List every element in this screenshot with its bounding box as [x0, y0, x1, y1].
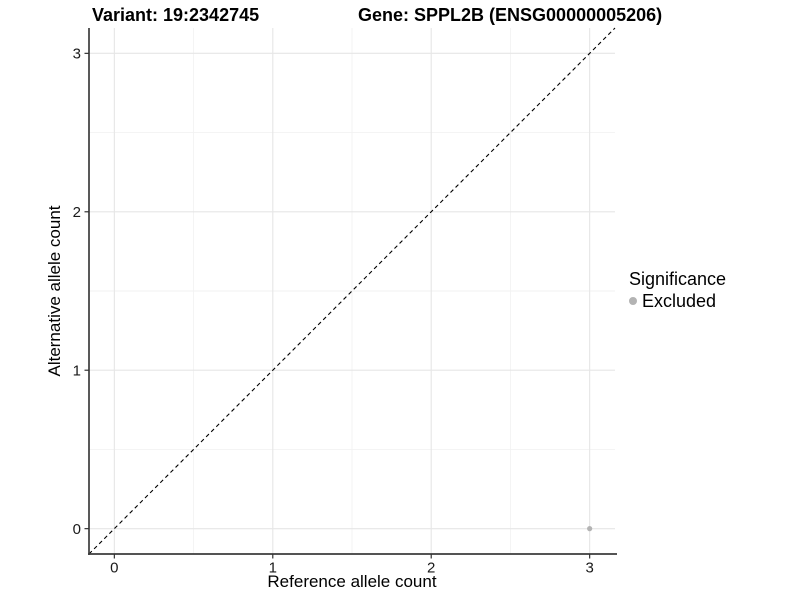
legend-point-icon: [629, 297, 637, 305]
variant-title: Variant: 19:2342745: [92, 5, 260, 25]
legend-title: Significance: [629, 269, 727, 289]
data-point: [587, 526, 593, 532]
x-tick-label: 1: [269, 560, 277, 577]
gene-title: Gene: SPPL2B (ENSG00000005206): [358, 5, 663, 25]
identity-dashed-line: [88, 27, 616, 555]
x-tick-label: 3: [585, 560, 593, 577]
legend: Significance Excluded: [629, 269, 726, 311]
y-tick-label: 0: [73, 521, 81, 538]
legend-entry-excluded: Excluded: [629, 291, 726, 311]
y-tick-label: 3: [73, 46, 81, 63]
y-tick-label: 1: [73, 362, 81, 379]
y-axis-title: Alternative allele count: [45, 205, 64, 377]
x-tick-label: 2: [427, 560, 435, 577]
y-tick-label: 2: [73, 204, 81, 221]
x-tick-label: 0: [110, 560, 118, 577]
x-axis-title: Reference allele count: [267, 572, 437, 591]
legend-entry-label: Excluded: [642, 291, 717, 311]
